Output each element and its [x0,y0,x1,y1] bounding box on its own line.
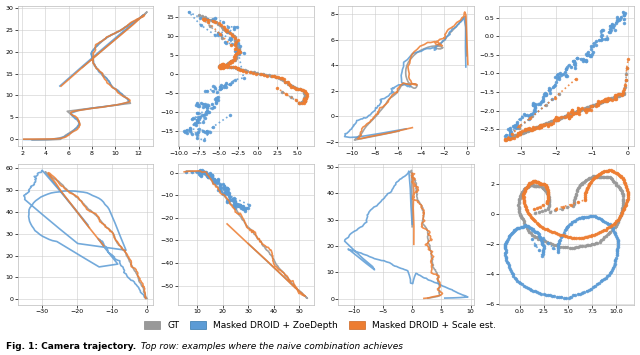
Text: Top row: examples where the naive combination achieves: Top row: examples where the naive combin… [138,343,403,351]
Legend: GT, Masked DROID + ZoeDepth, Masked DROID + Scale est.: GT, Masked DROID + ZoeDepth, Masked DROI… [141,318,499,333]
Text: Fig. 1: Camera trajectory.: Fig. 1: Camera trajectory. [6,343,136,351]
